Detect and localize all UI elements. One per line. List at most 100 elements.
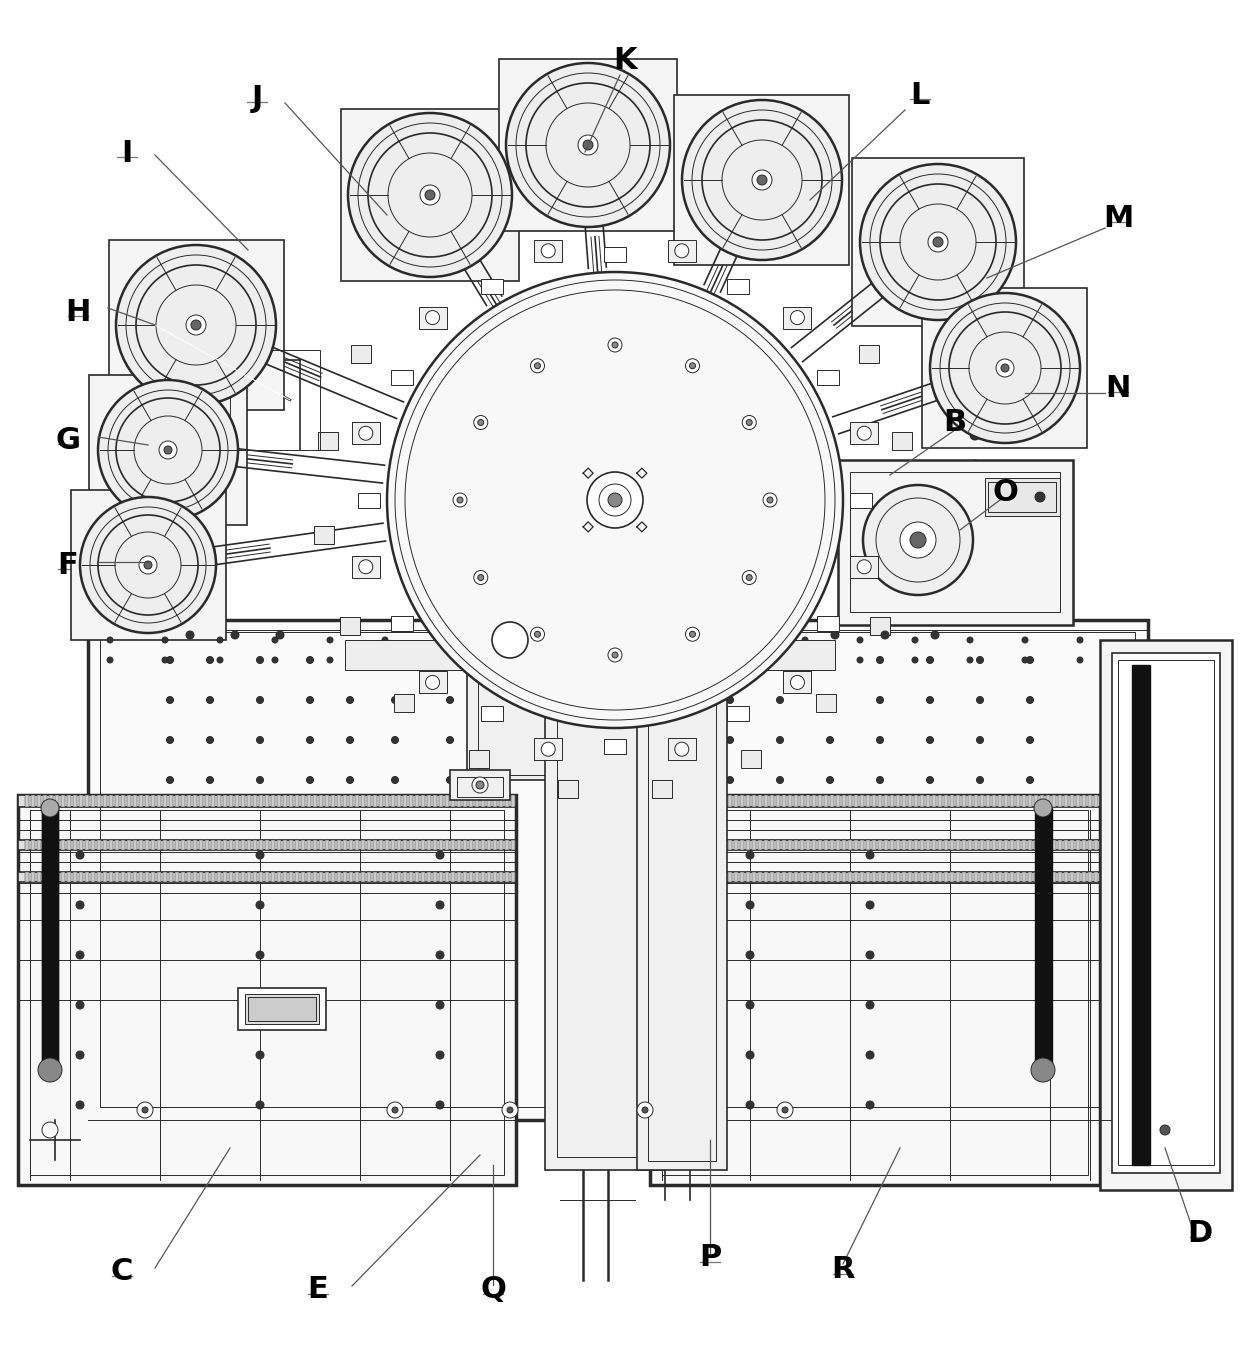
Bar <box>494 872 497 882</box>
Bar <box>211 872 215 882</box>
Bar <box>73 872 77 882</box>
Circle shape <box>492 657 498 662</box>
Circle shape <box>541 244 556 258</box>
Bar <box>836 795 839 807</box>
Circle shape <box>436 657 443 662</box>
Text: P: P <box>699 1243 722 1273</box>
Bar <box>784 307 811 328</box>
Bar <box>133 795 136 807</box>
Bar <box>890 795 894 807</box>
Bar <box>259 795 263 807</box>
Circle shape <box>257 777 263 784</box>
Circle shape <box>926 736 934 743</box>
Bar <box>445 840 449 851</box>
Bar <box>1034 840 1038 851</box>
Circle shape <box>928 232 949 252</box>
Bar <box>866 795 870 807</box>
Bar <box>277 840 281 851</box>
Circle shape <box>777 1103 794 1118</box>
Bar <box>498 59 677 230</box>
Circle shape <box>41 799 60 816</box>
Bar <box>956 795 960 807</box>
Circle shape <box>534 363 541 369</box>
Bar <box>686 795 689 807</box>
Circle shape <box>392 777 398 784</box>
Bar <box>787 872 792 882</box>
Bar <box>397 795 401 807</box>
Bar <box>433 840 436 851</box>
Bar <box>487 872 491 882</box>
Bar <box>901 795 906 807</box>
Bar <box>973 872 978 882</box>
Bar <box>427 840 432 851</box>
Bar <box>175 840 179 851</box>
Circle shape <box>472 777 489 793</box>
Bar <box>259 840 263 851</box>
Bar <box>145 795 149 807</box>
Bar <box>247 872 250 882</box>
Circle shape <box>257 736 263 743</box>
Bar <box>818 872 822 882</box>
Circle shape <box>802 637 808 643</box>
Bar <box>1004 872 1008 882</box>
Bar <box>1022 840 1025 851</box>
Bar <box>794 795 799 807</box>
Bar <box>511 840 515 851</box>
Bar <box>897 872 900 882</box>
Circle shape <box>930 293 1080 443</box>
Bar <box>722 872 725 882</box>
Bar <box>901 840 906 851</box>
Bar <box>782 872 786 882</box>
Bar <box>746 795 750 807</box>
Bar <box>968 840 972 851</box>
Circle shape <box>496 657 503 664</box>
Bar <box>770 795 774 807</box>
Bar <box>830 840 835 851</box>
Bar <box>968 872 972 882</box>
Circle shape <box>164 446 172 454</box>
Text: F: F <box>57 551 78 579</box>
Bar <box>109 872 113 882</box>
Circle shape <box>255 951 264 960</box>
Bar <box>1076 795 1080 807</box>
Bar <box>419 307 446 328</box>
Bar <box>325 840 329 851</box>
Circle shape <box>272 637 278 643</box>
Bar <box>920 872 924 882</box>
Circle shape <box>996 358 1014 378</box>
Circle shape <box>756 174 768 185</box>
Bar <box>229 795 233 807</box>
Bar <box>289 840 293 851</box>
Circle shape <box>866 1051 874 1059</box>
Text: K: K <box>614 45 637 75</box>
Bar <box>337 840 341 851</box>
Bar <box>37 872 41 882</box>
Bar <box>187 795 191 807</box>
Bar <box>866 840 870 851</box>
Bar <box>126 795 131 807</box>
Circle shape <box>587 472 644 527</box>
Circle shape <box>1078 637 1083 643</box>
Text: N: N <box>1105 373 1131 402</box>
Bar <box>715 872 720 882</box>
Bar <box>175 795 179 807</box>
Bar <box>861 840 864 851</box>
Bar <box>55 872 60 882</box>
Bar <box>229 872 233 882</box>
Circle shape <box>746 1051 754 1059</box>
Bar <box>932 872 936 882</box>
Bar <box>31 840 35 851</box>
Bar <box>869 616 890 635</box>
Bar <box>923 288 1087 448</box>
Bar <box>409 795 413 807</box>
Bar <box>289 872 293 882</box>
Circle shape <box>436 1051 444 1059</box>
Bar <box>133 872 136 882</box>
Bar <box>742 751 761 769</box>
Circle shape <box>727 657 734 664</box>
Bar <box>253 872 257 882</box>
Bar <box>1040 872 1044 882</box>
Bar <box>109 795 113 807</box>
Bar <box>463 795 467 807</box>
Circle shape <box>727 736 734 743</box>
